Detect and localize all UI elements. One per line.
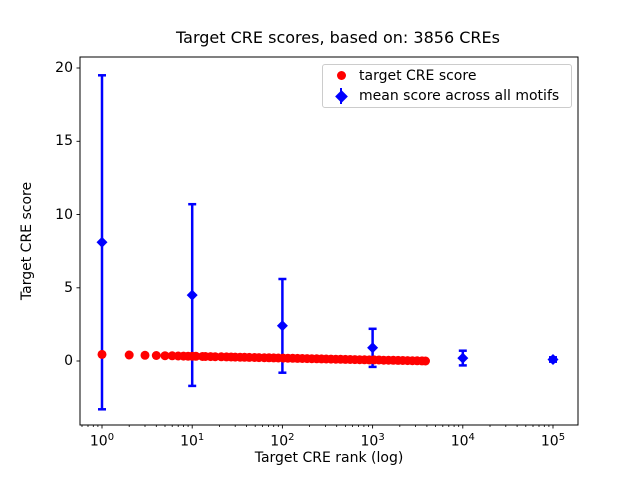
x-axis-label: Target CRE rank (log) xyxy=(254,450,404,466)
x-tick-label: 105 xyxy=(540,432,566,450)
x-tick-label: 100 xyxy=(89,432,115,450)
x-tick-label: 103 xyxy=(360,432,385,450)
legend-item-label: target CRE score xyxy=(359,67,477,84)
diamond-marker xyxy=(186,289,198,301)
y-tick-label: 10 xyxy=(55,206,73,223)
red-circle-marker-icon xyxy=(323,71,359,81)
y-tick-label: 5 xyxy=(64,279,73,296)
x-tick-label: 104 xyxy=(450,432,475,450)
y-tick-label: 0 xyxy=(64,353,73,369)
legend-item: mean score across all motifs xyxy=(323,86,571,106)
diamond-marker xyxy=(96,236,108,248)
y-tick-label: 20 xyxy=(55,60,73,76)
x-major-ticks xyxy=(101,425,554,429)
legend: target CRE score mean score across all m… xyxy=(322,64,572,108)
chart-title: Target CRE scores, based on: 3856 CREs xyxy=(176,28,500,47)
diamond-marker xyxy=(457,352,469,364)
diamond-marker xyxy=(367,342,379,354)
x-minor-ticks xyxy=(81,425,550,427)
diamond-marker xyxy=(276,320,288,332)
y-major-ticks xyxy=(76,67,80,362)
x-tick-label: 101 xyxy=(180,432,205,450)
blue-diamond-marker-icon xyxy=(323,87,359,105)
target-cre-score-series xyxy=(97,349,430,366)
diamond-marker xyxy=(547,354,559,365)
y-tick-label: 15 xyxy=(55,133,73,150)
legend-item-label: mean score across all motifs xyxy=(359,88,560,105)
plot-spines xyxy=(79,56,579,426)
x-tick-label: 102 xyxy=(270,432,295,450)
legend-item: target CRE score xyxy=(323,66,571,86)
